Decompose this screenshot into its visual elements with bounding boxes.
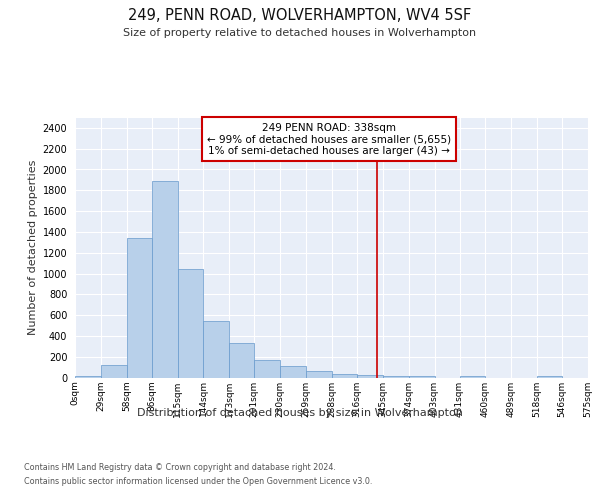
Bar	[460, 376, 485, 378]
Bar	[203, 321, 229, 378]
Bar	[332, 374, 357, 378]
Bar	[537, 376, 562, 378]
Text: 249, PENN ROAD, WOLVERHAMPTON, WV4 5SF: 249, PENN ROAD, WOLVERHAMPTON, WV4 5SF	[128, 8, 472, 22]
Bar	[127, 238, 152, 378]
Text: Contains HM Land Registry data © Crown copyright and database right 2024.: Contains HM Land Registry data © Crown c…	[24, 462, 336, 471]
Text: Distribution of detached houses by size in Wolverhampton: Distribution of detached houses by size …	[137, 408, 463, 418]
Text: Contains public sector information licensed under the Open Government Licence v3: Contains public sector information licen…	[24, 478, 373, 486]
Y-axis label: Number of detached properties: Number of detached properties	[28, 160, 38, 335]
Text: 249 PENN ROAD: 338sqm
← 99% of detached houses are smaller (5,655)
1% of semi-de: 249 PENN ROAD: 338sqm ← 99% of detached …	[207, 122, 451, 156]
Bar	[101, 364, 127, 378]
Bar	[152, 181, 178, 378]
Bar	[178, 270, 203, 378]
Bar	[280, 366, 306, 378]
Bar	[306, 370, 332, 378]
Bar	[357, 375, 383, 378]
Bar	[409, 376, 434, 378]
Bar	[383, 376, 409, 378]
Text: Size of property relative to detached houses in Wolverhampton: Size of property relative to detached ho…	[124, 28, 476, 38]
Bar	[75, 376, 101, 378]
Bar	[254, 360, 280, 378]
Bar	[229, 342, 254, 378]
